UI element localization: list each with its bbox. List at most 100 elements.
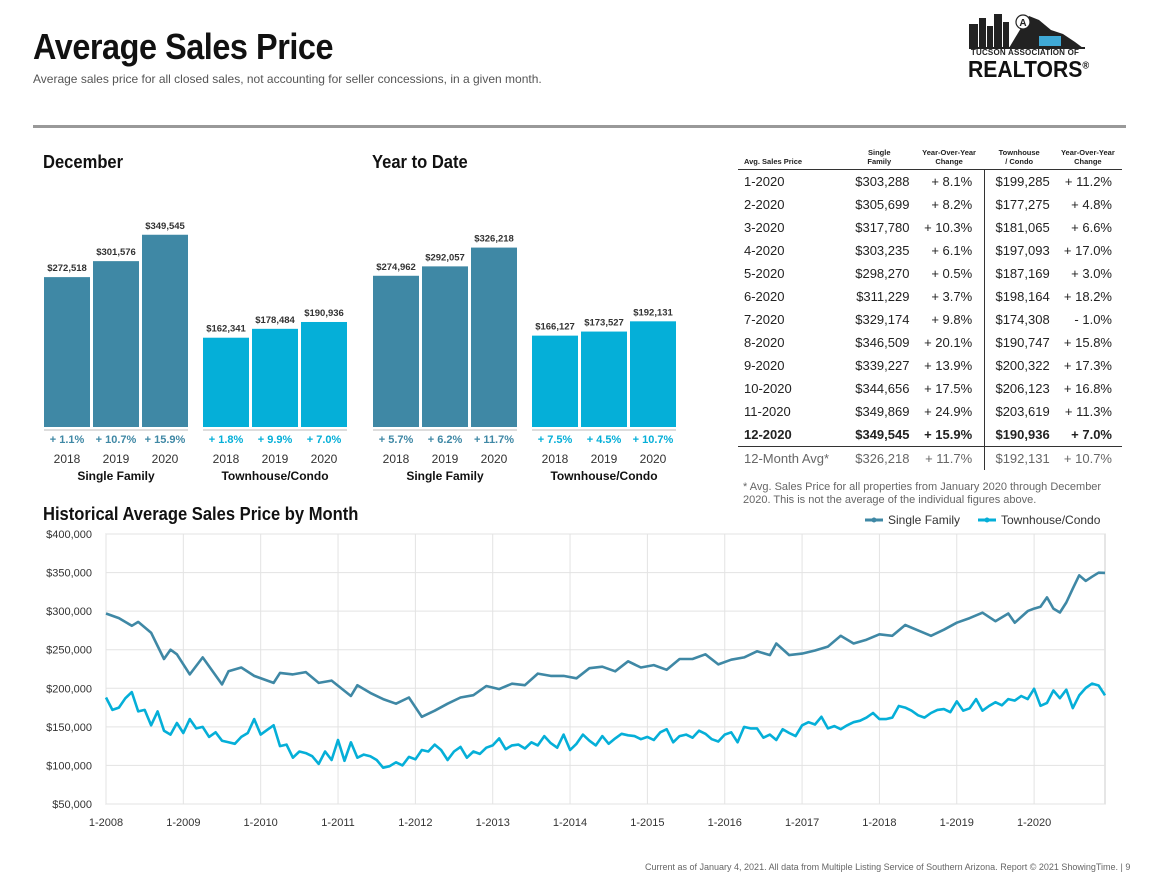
bar-december-0-0 (44, 277, 90, 427)
table-cell: $190,936 (984, 423, 1054, 447)
table-cell: $317,780 (855, 220, 910, 235)
bar-year-label: 2020 (481, 452, 508, 466)
table-cell: + 6.6% (1071, 220, 1112, 235)
page-subtitle: Average sales price for all closed sales… (33, 72, 542, 86)
x-tick-label: 1-2009 (166, 817, 200, 829)
table-cell: + 4.8% (1071, 197, 1112, 212)
bar-value-label: $326,218 (474, 234, 514, 245)
table-cell: 7-2020 (744, 312, 785, 327)
bar-change-label: + 10.7% (633, 434, 674, 446)
table-cell: 1-2020 (744, 174, 785, 189)
y-tick-label: $400,000 (46, 529, 92, 541)
bar-december-1-1 (252, 328, 298, 427)
header-divider (33, 125, 1126, 128)
table-cell: $326,218 (845, 446, 914, 470)
bar-group-name: Single Family (77, 469, 155, 483)
y-tick-label: $200,000 (46, 683, 92, 695)
x-tick-label: 1-2011 (321, 817, 354, 829)
bar-value-label: $166,127 (535, 322, 575, 333)
table-cell: $339,227 (855, 358, 910, 373)
table-cell: $200,322 (984, 354, 1054, 377)
table-cell: $181,065 (984, 216, 1054, 239)
bar-ytd-0-0 (373, 275, 419, 427)
table-cell: + 9.8% (931, 312, 973, 327)
table-cell: + 17.5% (924, 381, 973, 396)
bar-year-label: 2018 (213, 452, 240, 466)
table-cell: $187,169 (984, 262, 1054, 285)
x-tick-label: 1-2014 (553, 817, 587, 829)
bar-value-label: $272,518 (47, 263, 87, 274)
table-cell: + 24.9% (924, 404, 973, 419)
table-cell: 5-2020 (744, 266, 785, 281)
table-cell: + 17.3% (1063, 358, 1112, 373)
table-cell: 8-2020 (744, 335, 785, 350)
y-tick-label: $250,000 (46, 645, 92, 657)
table-cell: $177,275 (984, 193, 1054, 216)
table-cell: $198,164 (984, 285, 1054, 308)
table-cell: + 11.2% (1064, 174, 1112, 189)
table-row: 12-Month Avg* $326,218 + 11.7% $192,131 + 10… (738, 446, 1122, 470)
bar-year-label: 2019 (591, 452, 618, 466)
table-cell: + 17.0% (1063, 243, 1112, 258)
table-cell: $346,509 (855, 335, 910, 350)
bar-december-0-1 (93, 261, 139, 427)
x-tick-label: 1-2010 (244, 817, 278, 829)
table-cell: + 10.7% (1053, 446, 1122, 470)
table-row: 4-2020 $303,235 + 6.1% $197,093 + 17.0% (738, 239, 1122, 262)
table-cell: + 3.7% (931, 289, 973, 304)
bar-year-label: 2019 (103, 452, 130, 466)
bar-december-1-2 (301, 321, 347, 427)
bar-value-label: $173,527 (584, 318, 624, 329)
table-cell: $303,235 (855, 243, 910, 258)
table-cell: $349,545 (855, 427, 910, 442)
table-cell: $192,131 (984, 446, 1054, 470)
december-bar-chart: $272,518 + 1.1% 2018 $301,576 + 10.7% 2019 $34… (44, 221, 347, 483)
bar-ytd-0-2 (471, 247, 517, 427)
table-row: 8-2020 $346,509 + 20.1% $190,747 + 15.8% (738, 331, 1122, 354)
bar-december-0-2 (142, 234, 188, 427)
ytd-title: Year to Date (372, 152, 468, 172)
bar-year-label: 2018 (383, 452, 410, 466)
legend-marker (871, 517, 877, 523)
table-cell: 9-2020 (744, 358, 785, 373)
ytd-bar-chart: $274,962 + 5.7% 2018 $292,057 + 6.2% 2019 $326… (373, 234, 676, 483)
legend-label: Single Family (888, 513, 960, 527)
x-tick-label: 1-2016 (708, 817, 742, 829)
bar-value-label: $190,936 (304, 308, 344, 319)
table-cell: - 1.0% (1074, 312, 1112, 327)
table-cell: + 15.9% (924, 427, 973, 442)
table-header-cell: Townhouse / Condo (984, 146, 1054, 170)
bar-value-label: $162,341 (206, 324, 246, 335)
table-cell: + 0.5% (931, 266, 973, 281)
x-tick-label: 1-2015 (630, 817, 664, 829)
bar-year-label: 2018 (542, 452, 569, 466)
bar-change-label: + 10.7% (96, 434, 137, 446)
y-tick-label: $100,000 (46, 760, 92, 772)
bar-year-label: 2020 (152, 452, 179, 466)
table-cell: $303,288 (855, 174, 910, 189)
bar-december-1-0 (203, 337, 249, 427)
table-header-cell: Year-Over-Year Change (1053, 146, 1122, 170)
table-cell: + 10.3% (924, 220, 973, 235)
bar-ytd-1-0 (532, 335, 578, 427)
bar-year-label: 2020 (640, 452, 667, 466)
bar-group-name: Single Family (406, 469, 484, 483)
table-cell: + 8.1% (931, 174, 973, 189)
monthly-sales-table: Avg. Sales Price Single Family Year-Over-Y… (738, 146, 1122, 470)
table-cell: + 7.0% (1071, 427, 1112, 442)
bar-change-label: + 1.1% (50, 434, 85, 446)
december-title: December (43, 152, 124, 172)
table-cell: $349,869 (855, 404, 910, 419)
table-cell: 3-2020 (744, 220, 785, 235)
bar-group-name: Townhouse/Condo (221, 469, 328, 483)
table-cell: $329,174 (855, 312, 910, 327)
x-tick-label: 1-2019 (940, 817, 974, 829)
y-tick-label: $50,000 (52, 799, 92, 811)
realtors-logo: A (969, 14, 1085, 49)
table-cell: + 11.7% (913, 446, 985, 470)
x-tick-label: 1-2013 (476, 817, 510, 829)
table-cell: $298,270 (855, 266, 910, 281)
table-cell: $311,229 (856, 289, 910, 304)
historical-line-chart: $50,000 $100,000 $150,000 $200,000 $250,000 $… (46, 513, 1107, 829)
table-header-cell: Single Family (845, 146, 914, 170)
